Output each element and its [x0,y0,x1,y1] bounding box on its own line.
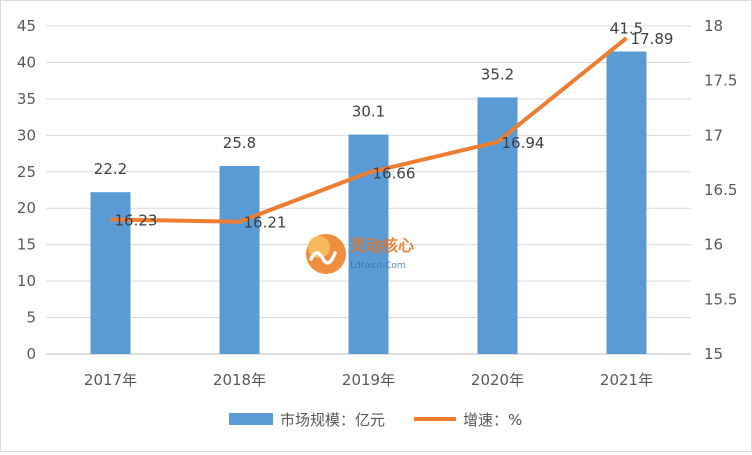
y-right-tick-label: 15.5 [704,290,737,308]
x-tick-label: 2021年 [600,371,653,389]
legend-bar-label: 市场规模：亿元 [280,411,385,429]
y-right-tick-label: 18 [704,17,723,35]
watermark-subtitle: Ldhxcn.Com [350,261,406,271]
watermark-logo: 灵动核心 Ldhxcn.Com [306,234,414,274]
legend: 市场规模：亿元 增速：% [229,411,522,429]
y-left-tick-label: 35 [17,90,36,108]
x-tick-label: 2019年 [342,371,395,389]
y-right-tick-label: 16 [704,236,723,254]
line-data-label: 16.66 [373,165,416,183]
y-left-tick-label: 45 [17,17,36,35]
y-right-tick-label: 15 [704,345,723,363]
y-left-tick-label: 15 [17,236,36,254]
bar [607,52,647,354]
y-right-tick-label: 16.5 [704,181,737,199]
line-data-label: 17.89 [631,30,674,48]
y-right-tick-label: 17.5 [704,72,737,90]
x-tick-label: 2017年 [84,371,137,389]
line-data-label: 16.23 [115,212,158,230]
bar-data-label: 35.2 [481,65,514,83]
logo-icon [306,234,346,274]
y-left-tick-label: 25 [17,163,36,181]
y-left-tick-label: 20 [17,199,36,217]
x-tick-label: 2018年 [213,371,266,389]
line-data-label: 16.21 [244,214,287,232]
bar-data-label: 22.2 [94,160,127,178]
legend-line-label: 增速：% [463,411,522,429]
y-left-tick-label: 5 [26,309,36,327]
x-tick-label: 2020年 [471,371,524,389]
y-left-tick-label: 30 [17,126,36,144]
legend-bar-swatch [229,413,273,425]
y-right-tick-label: 17 [704,126,723,144]
line-data-label: 16.94 [502,134,545,152]
bar-data-label: 30.1 [352,103,385,121]
y-left-tick-label: 0 [26,345,36,363]
bar [220,166,260,354]
bar-data-label: 25.8 [223,134,256,152]
bar-series [91,52,647,354]
y-left-tick-label: 40 [17,53,36,71]
watermark-title: 灵动核心 [350,236,414,255]
y-left-tick-label: 10 [17,272,36,290]
